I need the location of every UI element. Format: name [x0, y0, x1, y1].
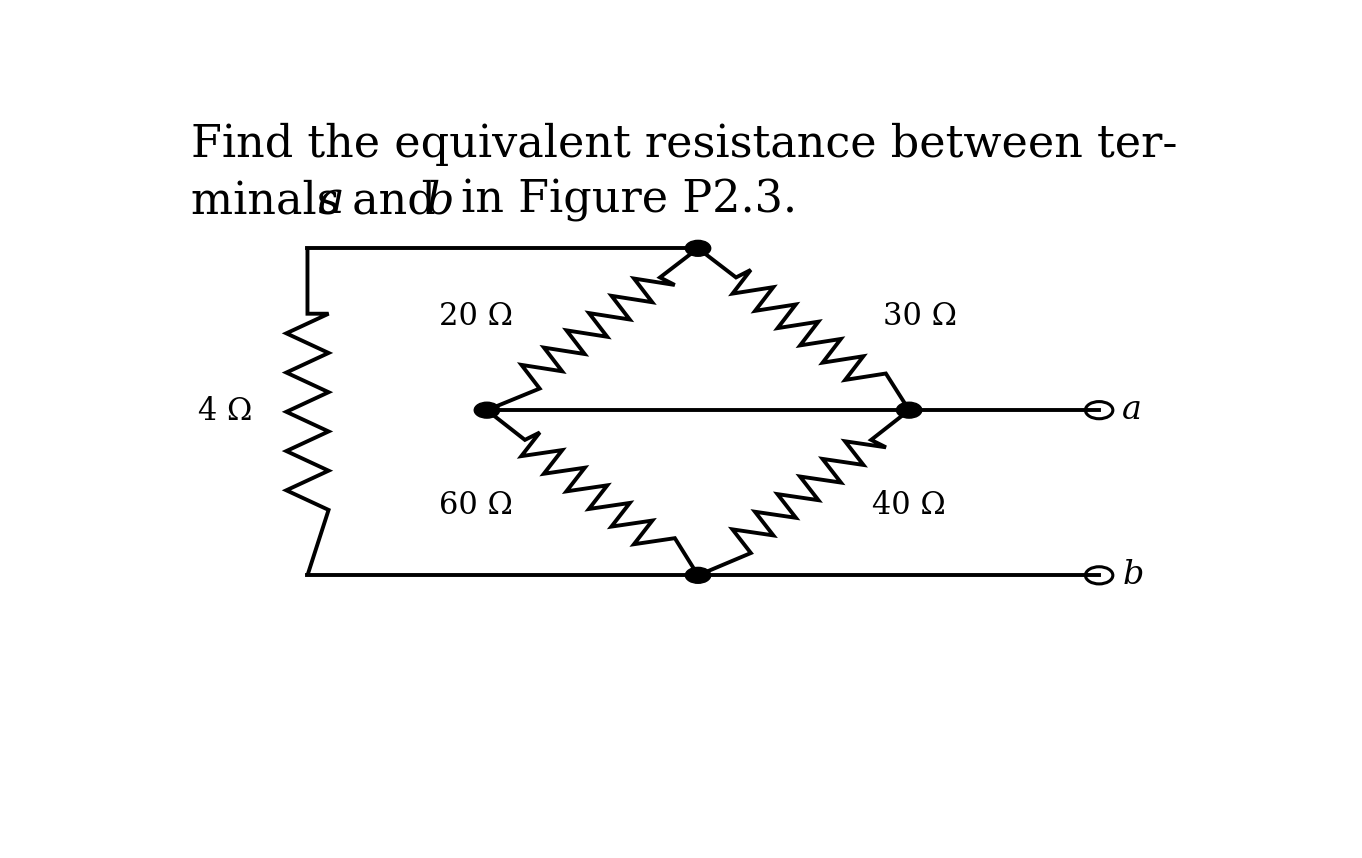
- Circle shape: [685, 240, 711, 257]
- Text: a: a: [317, 179, 345, 222]
- Text: a: a: [1122, 394, 1143, 426]
- Circle shape: [896, 402, 922, 418]
- Text: Find the equivalent resistance between ter-: Find the equivalent resistance between t…: [191, 123, 1178, 166]
- Text: minals: minals: [191, 179, 354, 222]
- Text: 30 Ω: 30 Ω: [883, 300, 956, 331]
- Text: 40 Ω: 40 Ω: [872, 491, 947, 522]
- Text: 4 Ω: 4 Ω: [199, 396, 252, 427]
- Circle shape: [685, 567, 711, 583]
- Text: and: and: [338, 179, 449, 222]
- Text: b: b: [425, 179, 454, 222]
- Text: 60 Ω: 60 Ω: [440, 491, 513, 522]
- Text: b: b: [1122, 559, 1144, 591]
- Circle shape: [474, 402, 500, 418]
- Text: in Figure P2.3.: in Figure P2.3.: [447, 179, 797, 222]
- Text: 20 Ω: 20 Ω: [440, 300, 513, 331]
